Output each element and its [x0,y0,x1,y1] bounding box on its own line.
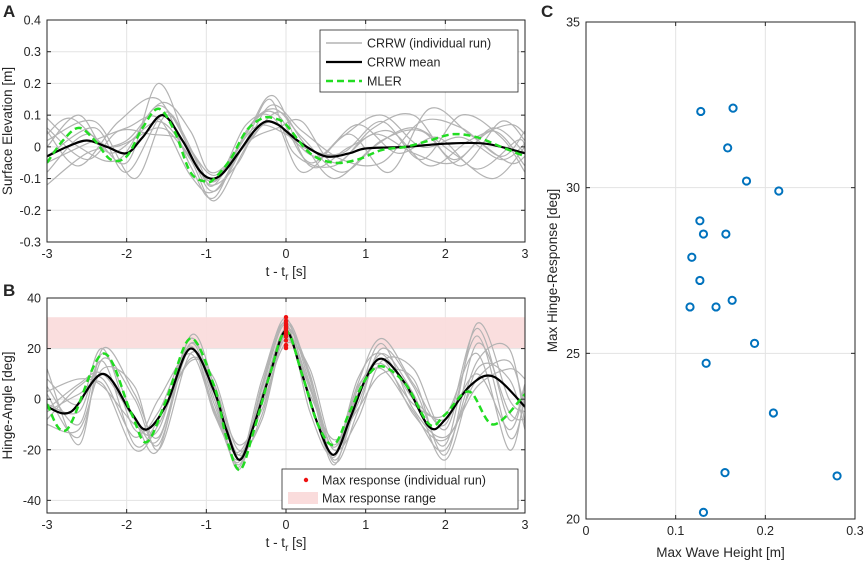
panel-c-scatter-point [711,302,721,312]
panel-b-max-response-point [283,334,289,339]
panel-a-y-tick-label: 0.1 [24,109,41,123]
panel-a-x-axis-label: t - tr [s] [266,264,307,283]
panel-a-y-tick-label: -0.1 [19,172,41,186]
panel-c-scatter-point [727,295,737,305]
panel-b-y-tick-label: 0 [34,393,41,407]
panel-c-scatter-point [768,408,779,418]
panel-c-x-tick-label: 0.3 [846,524,863,538]
panel-b: -3 -2 -1 0 1 2 3 -40 -20 0 20 40 t - tr [s] Hinge-Ang… [0,281,529,554]
panel-b-max-response-point [283,345,289,351]
panel-c-scatter-point [723,143,733,153]
panel-b-legend: Max response (individual run) Max respons… [281,468,519,510]
panel-c-scatter-point [687,252,697,262]
panel-b-y-tick-label: 20 [27,342,41,356]
panel-c-scatter-point [698,229,709,239]
panel-b-legend-label: Max response range [322,492,436,506]
panel-a-legend: CRRW (individual run) CRRW mean MLER [319,29,519,93]
panel-c-x-tick-label: 0.2 [757,524,774,538]
panel-a-legend-label: CRRW mean [367,56,440,70]
panel-b-x-axis-label: t - tr [s] [266,535,307,554]
panel-a-y-axis-label: Surface Elevation [m] [0,67,15,195]
panel-c-y-tick-label: 20 [566,513,580,527]
panel-b-max-response-point [283,338,289,343]
panel-a-x-tick-label: -3 [41,247,52,261]
panel-b-legend-swatch [303,477,309,483]
panel-a-y-tick-label: 0.4 [24,14,41,28]
panel-a-x-tick-label: 1 [362,247,369,261]
panel-b-lines [47,315,525,472]
panel-c-scatter-point [728,103,738,113]
panel-a-mler-line [47,107,525,184]
panel-b-y-tick-label: 40 [27,292,41,306]
panel-c-scatter-point [749,338,760,348]
panel-c-scatter-point [741,176,752,186]
panel-a-mean-line [47,114,525,180]
panel-b-x-tick-label: 2 [442,518,449,532]
panel-b-legend-label: Max response (individual run) [322,474,486,488]
panel-label-a: A [3,2,15,21]
panel-c-y-tick-label: 35 [566,16,580,30]
panel-c-y-axis-label: Max Hinge-Response [deg] [545,189,560,353]
panel-c-x-axis-label: Max Wave Height [m] [656,545,785,560]
panel-c-scatter-point [774,186,784,196]
panel-c-scatter-point [721,229,731,239]
panel-a-x-tick-label: 3 [522,247,529,261]
panel-b-individual-run-line [47,341,525,456]
panel-c-axes-frame [585,21,856,520]
panel-c-scatter-point [696,106,706,117]
panel-a-individual-run-line [47,104,525,186]
panel-b-max-response-point [283,315,289,320]
panel-c-x-tick-label: 0 [583,524,590,538]
panel-c-scatter-point [695,216,705,226]
panel-c-x-tick-label: 0.1 [667,524,684,538]
panel-b-x-tick-label: -2 [121,518,132,532]
panel-a-y-tick-label: -0.3 [19,236,41,250]
panel-b-y-axis-label: Hinge-Angle [deg] [0,351,15,459]
panel-c-scatter-point [832,471,842,481]
panel-c-plot-area [586,22,855,519]
panel-a-lines [47,82,525,202]
panel-c-y-tick-label: 30 [566,181,580,195]
panel-b-x-tick-label: 0 [283,518,290,532]
panel-b-y-tick-label: -40 [23,494,41,508]
panel-b-mler-line [47,329,525,472]
panel-c-scatter-point [720,468,730,478]
panel-a-individual-run-line [47,115,525,194]
panel-c-y-tick-label: 25 [566,347,580,361]
panel-a-x-tick-label: 2 [442,247,449,261]
panel-b-x-tick-label: -1 [201,518,212,532]
panel-a-individual-run-line [47,95,525,177]
panel-b-x-tick-label: 3 [522,518,529,532]
panel-a-x-tick-label: -2 [121,247,132,261]
panel-a-legend-label: CRRW (individual run) [367,37,491,51]
panel-a-y-tick-label: 0 [34,140,41,154]
panel-b-x-tick-label: -3 [41,518,52,532]
panel-c-scatter-point [695,275,705,286]
panel-c: 0 0.1 0.2 0.3 20 25 30 35 Max Wave Height [m] Max… [541,2,864,560]
panel-c-scatter-point [685,302,695,312]
panel-a-individual-run-line [47,113,525,183]
panel-c-scatter-point [701,358,711,368]
panel-b-y-tick-label: -20 [23,443,41,457]
panel-a-legend-label: MLER [367,75,402,89]
panel-b-legend-box [281,468,519,510]
panel-b-x-tick-label: 1 [362,518,369,532]
panel-a: -3 -2 -1 0 1 2 3 -0.3 -0.2 -0.1 0 0.1 0.2 0.3 0.4 t - t… [0,2,529,283]
panel-label-c: C [541,2,553,21]
panel-a-y-tick-label: -0.2 [19,204,41,218]
panel-a-individual-run-line [47,111,525,183]
panel-label-b: B [3,281,15,300]
panel-a-y-tick-label: 0.3 [24,45,41,59]
panel-c-scatter-point [698,507,709,517]
panel-a-individual-run-line [47,97,525,200]
panel-a-individual-run-line [47,107,525,188]
panel-a-y-tick-label: 0.2 [24,77,41,91]
panel-b-legend-swatch [288,492,318,504]
panel-a-x-tick-label: -1 [201,247,212,261]
panel-a-x-tick-label: 0 [283,247,290,261]
